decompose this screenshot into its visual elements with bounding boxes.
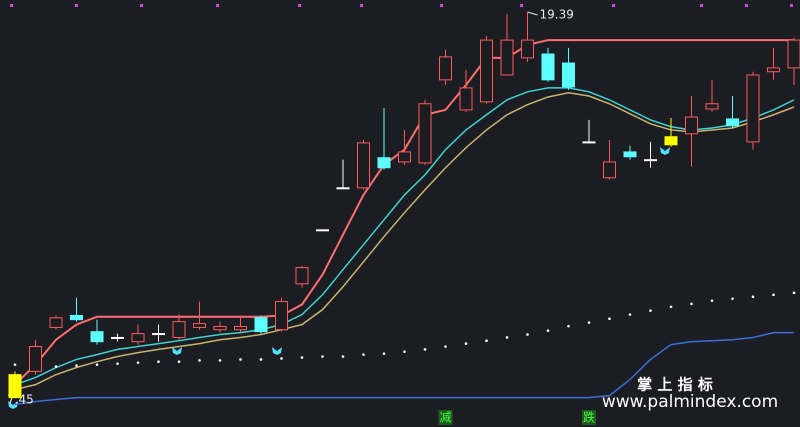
- dot: [464, 342, 468, 345]
- dot: [198, 359, 201, 362]
- candle-body: [152, 333, 165, 336]
- candle-body: [746, 74, 760, 143]
- candle-body: [726, 118, 739, 127]
- candle-body: [439, 56, 452, 81]
- dot: [54, 365, 58, 368]
- dot: [546, 329, 550, 332]
- signal-box: [438, 410, 453, 425]
- candle-body: [131, 333, 145, 343]
- candle-body: [377, 157, 391, 169]
- max-label: 19.39: [540, 7, 574, 21]
- candle-body: [500, 39, 514, 76]
- candle-body: [8, 374, 22, 399]
- candle-body: [316, 229, 329, 232]
- dot: [567, 324, 570, 328]
- candle-body: [562, 62, 575, 88]
- top-markers: [10, 4, 793, 7]
- dot: [116, 362, 119, 365]
- candle-body: [213, 325, 227, 331]
- watermark-url: www.palmindex.com: [602, 392, 778, 412]
- signal-label: 跌: [583, 410, 595, 425]
- dot: [218, 359, 222, 362]
- candle-body: [336, 187, 350, 190]
- dot: [731, 297, 734, 300]
- dot: [75, 364, 78, 367]
- candle-body: [193, 323, 206, 328]
- dot: [95, 363, 99, 366]
- candle-body: [644, 159, 657, 162]
- dot: [300, 356, 304, 359]
- dot: [157, 360, 160, 364]
- dot: [792, 291, 796, 295]
- dot: [13, 363, 17, 366]
- dot: [628, 313, 632, 316]
- dot: [608, 317, 611, 321]
- dot: [280, 357, 283, 360]
- dot: [587, 321, 591, 324]
- dot: [505, 336, 509, 339]
- candle-body: [70, 314, 83, 321]
- dot: [772, 293, 775, 297]
- dot: [669, 305, 673, 309]
- dot: [362, 353, 365, 356]
- dot: [341, 355, 345, 358]
- dot: [259, 358, 263, 361]
- dot: [239, 358, 242, 361]
- candle-body: [603, 161, 616, 179]
- candle-body: [357, 142, 370, 189]
- candle-body: [172, 321, 186, 338]
- dot: [177, 360, 181, 364]
- candle-body: [705, 103, 719, 110]
- dot: [321, 355, 324, 358]
- dot: [136, 361, 140, 364]
- candle-body: [767, 67, 780, 73]
- dot: [710, 299, 714, 302]
- candle-body: [111, 336, 124, 339]
- candle-body: [418, 103, 432, 164]
- candle-body: [541, 53, 555, 81]
- watermark-title: 掌 上 指 标: [637, 376, 713, 394]
- candle-body: [685, 116, 698, 135]
- dot: [751, 295, 755, 299]
- dot: [690, 302, 693, 306]
- dot: [649, 309, 652, 312]
- candle-body: [49, 317, 63, 328]
- candle-body: [459, 87, 473, 111]
- candle-body: [480, 39, 493, 103]
- dot: [382, 352, 386, 355]
- candle-body: [623, 151, 637, 158]
- signal-label: 减: [439, 411, 451, 425]
- candle-body: [521, 39, 534, 59]
- candle-body: [234, 325, 247, 331]
- max-arrow: [527, 11, 538, 16]
- dot: [485, 339, 488, 342]
- candle-body: [295, 267, 309, 285]
- candle-body: [787, 39, 800, 69]
- indicator-line: [14, 92, 795, 391]
- candle-body: [90, 331, 104, 343]
- indicator-line: [14, 331, 794, 406]
- indicator-line: [14, 87, 795, 386]
- dot: [423, 348, 427, 351]
- candle-body: [254, 317, 268, 333]
- candle-body: [275, 301, 288, 331]
- candle-body: [29, 346, 42, 372]
- candle-body: [398, 151, 411, 163]
- signal-box: [582, 410, 596, 425]
- dot: [444, 345, 447, 348]
- candle-body: [664, 136, 678, 146]
- dot: [526, 333, 529, 336]
- butterfly-icons: [8, 147, 670, 409]
- candle-body: [582, 141, 596, 144]
- dot: [403, 350, 406, 353]
